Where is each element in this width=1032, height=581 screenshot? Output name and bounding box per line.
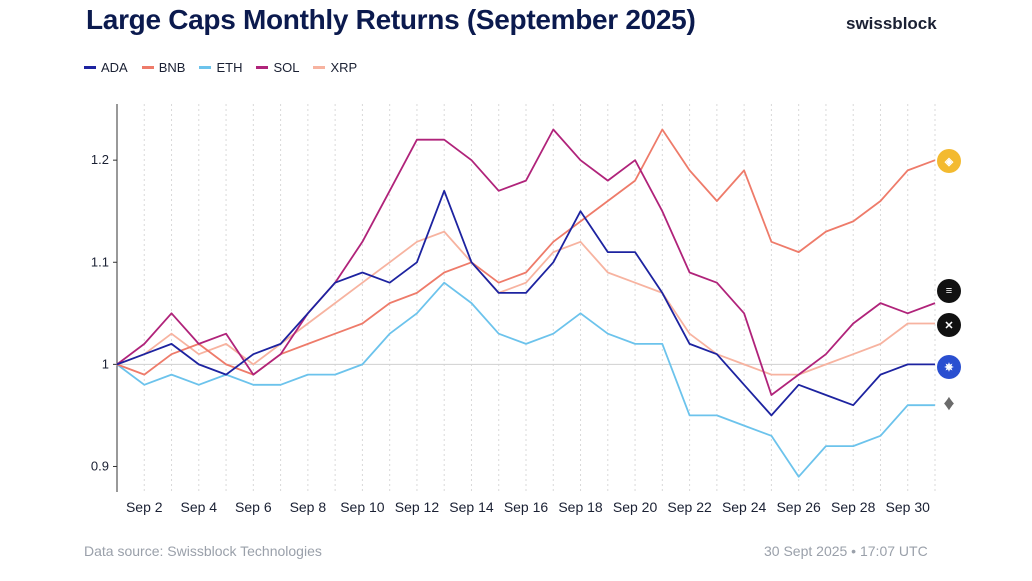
xrp-icon: ✕ [937, 313, 961, 337]
chart-legend: ADA BNB ETH SOL XRP [84, 60, 357, 75]
x-tick-label: Sep 2 [126, 499, 163, 515]
x-tick-label: Sep 24 [722, 499, 767, 515]
y-tick-label: 1.2 [91, 152, 109, 167]
series-line-ada [116, 189, 935, 417]
legend-item-ada: ADA [84, 60, 128, 75]
x-tick-label: Sep 26 [776, 499, 821, 515]
x-tick-label: Sep 18 [558, 499, 603, 515]
legend-item-eth: ETH [199, 60, 242, 75]
legend-swatch [313, 66, 326, 69]
x-tick-label: Sep 28 [831, 499, 876, 515]
legend-label: SOL [273, 60, 300, 75]
x-tick-label: Sep 16 [504, 499, 549, 515]
x-tick-label: Sep 22 [667, 499, 712, 515]
x-tick-label: Sep 6 [235, 499, 272, 515]
x-tick-label: Sep 20 [613, 499, 658, 515]
legend-label: BNB [158, 60, 186, 75]
legend-item-xrp: XRP [313, 60, 357, 75]
legend-label: ETH [216, 60, 243, 75]
y-tick-label: 1.1 [91, 254, 109, 269]
legend-item-sol: SOL [256, 60, 299, 75]
legend-swatch [141, 66, 154, 69]
series-line-bnb [116, 128, 936, 376]
x-tick-label: Sep 12 [395, 499, 440, 515]
legend-swatch [84, 66, 96, 69]
legend-swatch [256, 66, 269, 69]
legend-label: ADA [101, 60, 128, 75]
bnb-icon: ◈ [937, 149, 961, 173]
y-tick-label: 0.9 [91, 458, 109, 473]
legend-item-bnb: BNB [141, 60, 186, 75]
data-source: Data source: Swissblock Technologies [84, 543, 322, 559]
x-tick-label: Sep 4 [181, 499, 218, 515]
x-tick-label: Sep 14 [449, 499, 494, 515]
sol-icon: ≡ [937, 279, 961, 303]
eth-icon: ♦ [943, 390, 955, 415]
brand-logo: swissblock [846, 14, 937, 33]
x-tick-label: Sep 8 [290, 499, 327, 515]
series-line-eth [116, 281, 935, 478]
ada-icon: ✵ [937, 355, 961, 379]
legend-swatch [199, 66, 212, 69]
legend-label: XRP [330, 60, 358, 75]
chart-title: Large Caps Monthly Returns (September 20… [86, 4, 696, 35]
y-tick-label: 1 [102, 356, 109, 371]
series-line-sol [116, 128, 936, 396]
x-tick-label: Sep 10 [340, 499, 385, 515]
x-tick-label: Sep 30 [886, 499, 931, 515]
timestamp: 30 Sept 2025 • 17:07 UTC [764, 543, 928, 559]
